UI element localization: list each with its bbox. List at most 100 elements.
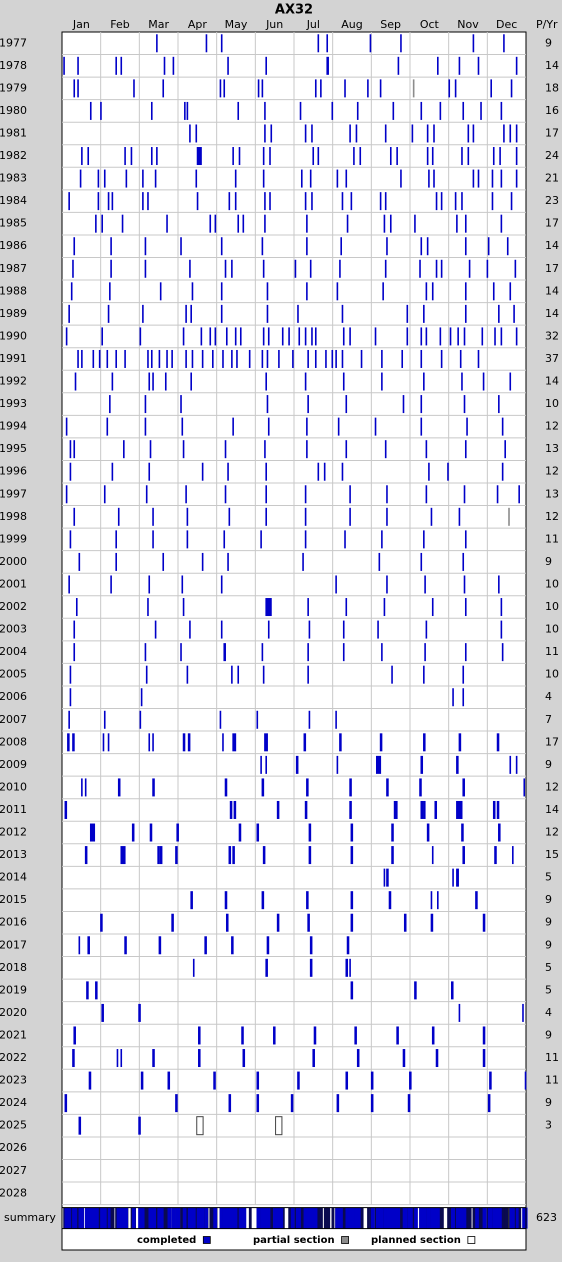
event-completed [139,710,142,729]
event-completed [65,417,68,436]
event-completed [228,192,231,211]
summary-completed [326,1207,331,1229]
event-completed [350,192,353,211]
month-label: Feb [110,18,129,31]
event-completed [349,800,352,819]
summary-completed [78,1207,83,1229]
event-completed [440,259,443,278]
year-label: 2006 [0,690,27,703]
event-completed [462,552,465,571]
event-completed [360,349,363,368]
count-label: 10 [545,397,559,410]
event-completed [384,192,387,211]
event-completed [142,192,144,211]
event-completed [349,958,351,977]
summary-completed [396,1207,401,1229]
event-completed [309,958,313,977]
event-completed [224,440,227,459]
year-label: 2007 [0,713,27,726]
summary-completed [331,1207,335,1229]
event-completed [265,507,267,526]
count-label: 5 [545,983,552,996]
event-completed [224,778,228,797]
event-completed [176,823,179,842]
summary-completed [164,1207,168,1229]
year-label: 1983 [0,172,27,185]
event-completed [138,1116,141,1135]
summary-completed [462,1207,467,1229]
event-completed [224,259,227,278]
event-completed [456,755,459,774]
year-label: 1982 [0,149,27,162]
summary-completed [101,1207,106,1229]
event-completed [447,462,449,481]
event-completed [273,1026,276,1045]
event-completed [513,304,515,323]
event-completed [313,1026,317,1045]
year-label: 1977 [0,36,27,49]
event-completed [500,101,503,120]
event-completed [306,282,308,301]
event-completed [345,598,348,617]
event-completed [320,79,322,98]
event-completed [288,327,290,346]
event-completed [144,395,147,414]
event-completed [184,101,186,120]
event-completed [345,958,349,977]
event-completed [491,169,494,188]
event-completed [81,349,83,368]
event-completed [349,327,351,346]
event-completed [171,913,174,932]
event-completed [192,958,195,977]
summary-completed [482,1207,487,1229]
count-label: 5 [545,961,552,974]
event-completed [73,643,76,662]
event-completed [223,79,226,98]
year-label: 2002 [0,600,27,613]
event-completed [462,778,465,797]
event-completed [490,79,493,98]
event-completed [515,56,518,75]
event-completed [116,1049,119,1068]
event-completed [307,913,310,932]
event-completed [267,417,270,436]
event-completed [69,462,72,481]
event-completed [336,169,339,188]
event-completed [349,507,351,526]
event-partial [412,79,415,98]
event-completed [220,34,223,53]
event-completed [307,349,309,368]
event-completed [374,327,377,346]
summary-completed [309,1207,314,1229]
event-completed [515,169,518,188]
summary-completed [312,1207,317,1229]
event-completed [308,710,311,729]
year-label: 1979 [0,81,27,94]
count-label: 12 [545,465,559,478]
event-completed [468,259,471,278]
event-completed [510,192,513,211]
event-completed [434,800,438,819]
event-completed [386,485,388,504]
event-completed [344,79,346,98]
event-completed [70,282,73,301]
event-completed [148,575,151,594]
event-completed [232,147,234,166]
event-completed [420,101,423,120]
year-label: 2011 [0,803,27,816]
summary-completed [107,1207,111,1229]
event-completed [437,56,439,75]
year-label: 1988 [0,284,27,297]
event-completed [220,237,223,256]
event-completed [150,147,153,166]
event-completed [130,147,133,166]
event-completed [157,846,160,865]
event-completed [106,417,109,436]
year-label: 2026 [0,1141,27,1154]
month-label: Jan [72,18,90,31]
month-label: Sep [380,18,401,31]
count-label: 10 [545,600,559,613]
event-completed [209,327,212,346]
event-completed [341,349,344,368]
summary-completed [209,1207,213,1229]
